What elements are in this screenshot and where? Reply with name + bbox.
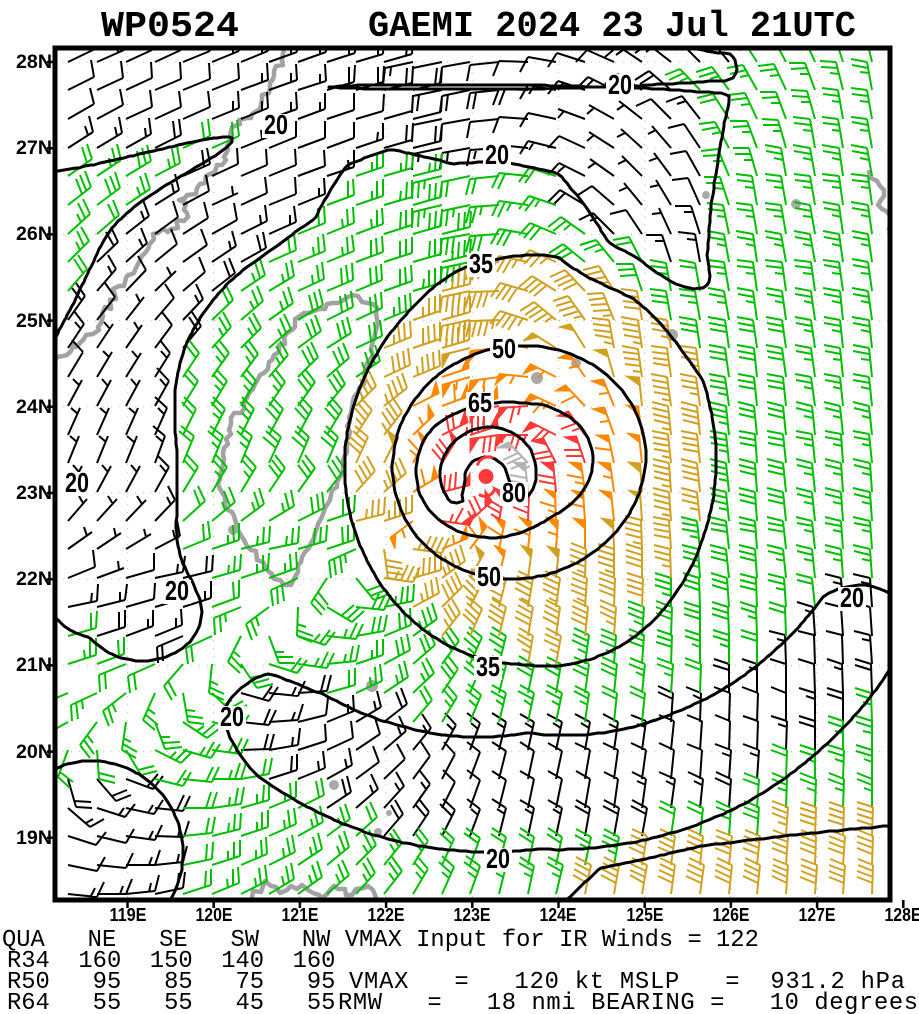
svg-text:25N: 25N bbox=[16, 311, 52, 332]
svg-text:20: 20 bbox=[165, 575, 189, 606]
svg-text:65: 65 bbox=[468, 387, 492, 418]
svg-text:124E: 124E bbox=[540, 905, 577, 925]
svg-text:21N: 21N bbox=[16, 655, 52, 676]
svg-text:20: 20 bbox=[486, 843, 510, 874]
svg-text:R64 55 55 45 55: R64 55 55 45 55 bbox=[7, 990, 335, 1014]
svg-text:122E: 122E bbox=[368, 905, 405, 925]
svg-text:128E: 128E bbox=[885, 905, 919, 925]
svg-text:35: 35 bbox=[476, 651, 500, 682]
svg-text:20: 20 bbox=[840, 582, 864, 613]
svg-text:125E: 125E bbox=[627, 905, 664, 925]
svg-text:127E: 127E bbox=[799, 905, 836, 925]
svg-text:QUA NE SE SW NW VMAX I: QUA NE SE SW NW VMAX Input for IR Winds … bbox=[2, 927, 759, 954]
svg-text:23N: 23N bbox=[16, 483, 52, 504]
svg-text:126E: 126E bbox=[713, 905, 750, 925]
svg-text:120E: 120E bbox=[196, 905, 233, 925]
svg-text:119E: 119E bbox=[110, 905, 147, 925]
svg-text:VMAX = 120 kt MSLP = 93: VMAX = 120 kt MSLP = 931.2 hPa bbox=[349, 969, 905, 996]
svg-text:19N: 19N bbox=[16, 828, 52, 849]
svg-text:R50 95 85 75 95: R50 95 85 75 95 bbox=[7, 969, 335, 996]
svg-text:27N: 27N bbox=[16, 138, 52, 159]
svg-text:RMW = 18 nmi BEARING = 1: RMW = 18 nmi BEARING = 10 degrees bbox=[338, 990, 918, 1014]
svg-text:R34 160 150 140 160: R34 160 150 140 160 bbox=[7, 948, 335, 975]
svg-text:121E: 121E bbox=[282, 905, 319, 925]
svg-text:20: 20 bbox=[264, 109, 288, 140]
svg-text:35: 35 bbox=[469, 248, 493, 279]
svg-text:WP0524: WP0524 bbox=[101, 6, 239, 47]
svg-text:123E: 123E bbox=[454, 905, 491, 925]
svg-text:20: 20 bbox=[608, 69, 632, 100]
svg-text:26N: 26N bbox=[16, 224, 52, 245]
svg-text:20: 20 bbox=[485, 139, 509, 170]
svg-text:28N: 28N bbox=[16, 52, 52, 73]
svg-text:50: 50 bbox=[477, 561, 501, 592]
svg-text:50: 50 bbox=[492, 333, 516, 364]
svg-text:20: 20 bbox=[65, 467, 89, 498]
svg-text:80: 80 bbox=[502, 477, 526, 508]
svg-text:20N: 20N bbox=[16, 742, 52, 763]
svg-text:20: 20 bbox=[220, 701, 244, 732]
svg-text:22N: 22N bbox=[16, 569, 52, 590]
svg-text:24N: 24N bbox=[16, 397, 52, 418]
svg-text:GAEMI 2024 23 Jul 21UTC: GAEMI 2024 23 Jul 21UTC bbox=[368, 6, 856, 47]
